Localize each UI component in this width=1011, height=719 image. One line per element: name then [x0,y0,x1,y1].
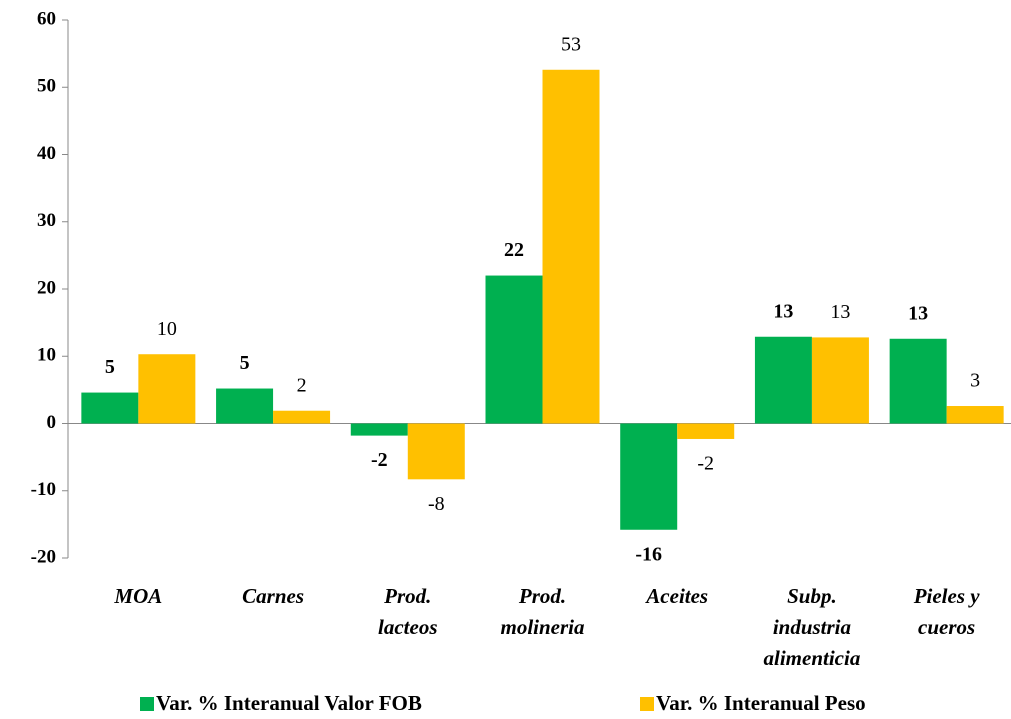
y-tick-label: 20 [37,277,56,298]
y-tick-label: 60 [37,8,56,29]
value-label: -16 [635,543,662,565]
y-tick-label: -20 [31,546,56,567]
value-label: 2 [297,374,307,396]
bar [407,423,465,480]
bar [946,406,1004,424]
value-label: 13 [908,302,928,324]
x-tick-label: cueros [918,615,975,639]
bar [273,410,331,424]
x-tick-label: Carnes [242,584,304,608]
value-label: -8 [428,493,445,515]
bar [811,337,869,424]
y-tick-label: 30 [37,210,56,231]
y-tick-label: 10 [37,345,56,366]
bar [542,69,600,424]
value-label: -2 [371,449,388,471]
value-label: 10 [157,318,177,340]
value-label: 5 [105,356,115,378]
bar [216,388,274,424]
value-label: 22 [504,239,524,261]
x-tick-label: MOA [113,584,162,608]
legend-swatch [640,697,654,711]
bar [138,354,196,424]
value-label: 53 [561,33,581,55]
legend-swatch [140,697,154,711]
legend-label: Var. % Interanual Peso [656,691,866,715]
x-tick-label: Aceites [644,584,708,608]
y-tick-label: -10 [31,479,56,500]
value-label: -2 [697,453,714,475]
bar [350,423,408,436]
y-tick-label: 0 [47,412,57,433]
x-tick-label: Subp. [787,584,837,608]
bar [889,338,947,424]
value-label: 13 [773,300,793,322]
x-tick-label: molineria [500,615,584,639]
x-tick-label: Prod. [383,584,431,608]
x-tick-label: Prod. [518,584,566,608]
x-tick-label: alimenticia [764,646,861,670]
legend-label: Var. % Interanual Valor FOB [156,691,422,715]
value-label: 13 [830,301,850,323]
bar [81,392,139,424]
bar [485,275,543,424]
x-tick-label: Pieles y [913,584,981,608]
y-tick-label: 50 [37,76,56,97]
x-tick-label: lacteos [378,615,437,639]
value-label: 3 [970,370,980,392]
y-tick-label: 40 [37,143,56,164]
bar [754,336,812,424]
value-label: 5 [240,352,250,374]
bar [677,423,735,439]
bar [620,423,678,530]
x-tick-label: industria [773,615,851,639]
